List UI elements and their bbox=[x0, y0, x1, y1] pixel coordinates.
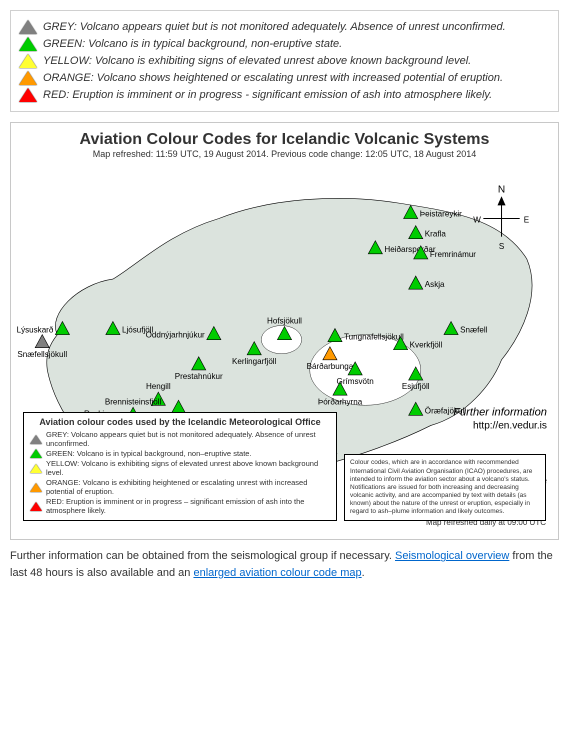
map-subtitle: Map refreshed: 11:59 UTC, 19 August 2014… bbox=[17, 149, 552, 159]
legend-row: GREY: Volcano appears quiet but is not m… bbox=[19, 20, 550, 34]
volcano-label: Kverkfjöll bbox=[410, 341, 443, 350]
svg-text:N: N bbox=[498, 184, 505, 195]
legend-text: ORANGE: Volcano shows heightened or esca… bbox=[43, 72, 503, 84]
volcano-label: Bárðarbunga bbox=[307, 362, 354, 371]
legend-text: RED: Eruption is imminent or in progress… bbox=[43, 89, 492, 101]
seismological-link[interactable]: Seismological overview bbox=[395, 550, 509, 562]
volcano-label: Snæfell bbox=[460, 326, 488, 335]
legend-row: GREEN: Volcano is in typical background,… bbox=[19, 37, 550, 51]
legend-text: GREEN: Volcano is in typical background,… bbox=[43, 38, 342, 50]
svg-text:W: W bbox=[473, 216, 481, 225]
volcano-label: Snæfellsjökull bbox=[17, 350, 67, 359]
legend-text: YELLOW: Volcano is exhibiting signs of e… bbox=[43, 55, 471, 67]
map-container: N E W S ÞeistareykirKraflaHeiðarsporðarF… bbox=[17, 163, 552, 527]
legend-text: GREY: Volcano appears quiet but is not m… bbox=[46, 430, 330, 448]
svg-text:E: E bbox=[524, 216, 530, 225]
legend-text: GREEN: Volcano is in typical background,… bbox=[46, 449, 252, 458]
volcano-label: Brennisteinsfjöll bbox=[105, 397, 162, 406]
triangle-icon bbox=[19, 71, 37, 85]
volcano-label: Hengill bbox=[146, 382, 171, 391]
inner-legend-title: Aviation colour codes used by the Icelan… bbox=[30, 417, 330, 427]
enlarged-map-link[interactable]: enlarged aviation colour code map bbox=[193, 567, 361, 579]
triangle-icon bbox=[30, 435, 42, 444]
legend-text: GREY: Volcano appears quiet but is not m… bbox=[43, 21, 506, 33]
svg-text:S: S bbox=[499, 242, 504, 251]
footer-prefix: Further information can be obtained from… bbox=[10, 550, 395, 562]
triangle-icon bbox=[19, 54, 37, 68]
volcano-label: Heiðarsporðar bbox=[384, 245, 435, 254]
further-info-label: Further information bbox=[453, 406, 547, 418]
further-info-url[interactable]: http://en.vedur.is bbox=[473, 420, 547, 431]
triangle-icon bbox=[19, 37, 37, 51]
legend-text: RED: Eruption is imminent or in progress… bbox=[46, 497, 330, 515]
triangle-icon bbox=[19, 20, 37, 34]
volcano-label: Krafla bbox=[425, 230, 447, 239]
volcano-label: Þórðarhyrna bbox=[318, 397, 363, 406]
triangle-icon bbox=[19, 88, 37, 102]
volcano-label: Hofsjökull bbox=[267, 316, 302, 325]
legend-row: RED: Eruption is imminent or in progress… bbox=[19, 88, 550, 102]
footer-suffix: . bbox=[362, 567, 365, 579]
volcano-label: Tungnafellsjökull bbox=[344, 333, 404, 342]
map-title: Aviation Colour Codes for Icelandic Volc… bbox=[17, 131, 552, 149]
legend-text: ORANGE: Volcano is exhibiting heightened… bbox=[46, 478, 330, 496]
volcano-label: Oddnýjarhnjúkur bbox=[146, 331, 205, 340]
map-frame: Aviation Colour Codes for Icelandic Volc… bbox=[10, 122, 559, 540]
legend-text: YELLOW: Volcano is exhibiting signs of e… bbox=[46, 459, 330, 477]
top-legend: GREY: Volcano appears quiet but is not m… bbox=[10, 10, 559, 112]
triangle-icon bbox=[30, 464, 42, 473]
volcano-label: Kerlingarfjöll bbox=[232, 357, 277, 366]
volcano-label: Þeistareykir bbox=[420, 209, 462, 218]
inner-legend: Aviation colour codes used by the Icelan… bbox=[23, 412, 337, 521]
volcano-label: Fremrinámur bbox=[430, 250, 476, 259]
legend-row: ORANGE: Volcano shows heightened or esca… bbox=[19, 71, 550, 85]
volcano-label: Askja bbox=[425, 280, 445, 289]
volcano-label: Esjufjöll bbox=[402, 382, 430, 391]
volcano-label: Grímsvötn bbox=[337, 377, 374, 386]
triangle-icon bbox=[30, 502, 42, 511]
triangle-icon bbox=[30, 449, 42, 458]
volcano-marker: Lýsuskarð bbox=[17, 321, 69, 334]
footer-text: Further information can be obtained from… bbox=[10, 548, 559, 581]
info-panel: Colour codes, which are in accordance wi… bbox=[344, 454, 546, 521]
legend-row: YELLOW: Volcano is exhibiting signs of e… bbox=[19, 54, 550, 68]
triangle-icon bbox=[30, 483, 42, 492]
volcano-label: Lýsuskarð bbox=[17, 326, 54, 335]
volcano-label: Prestahnúkur bbox=[175, 372, 223, 381]
